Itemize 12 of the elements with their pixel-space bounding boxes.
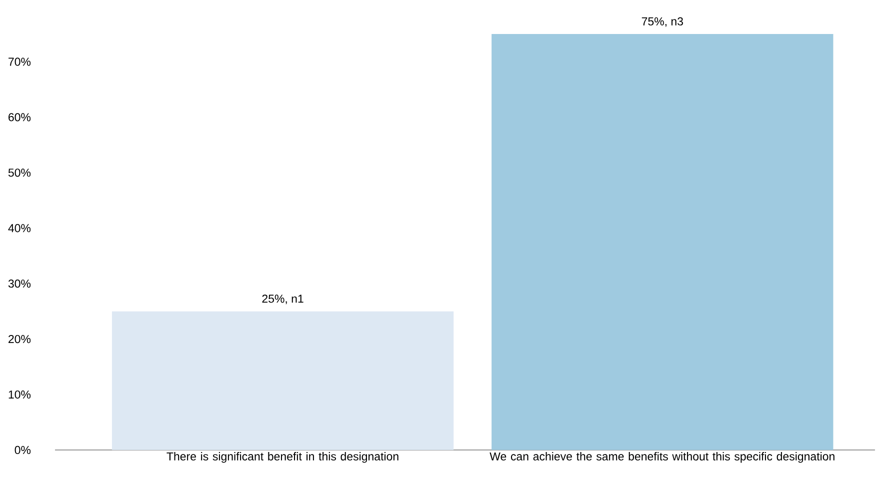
data-label: 75%, n3 [642,17,683,27]
y-tick-label: 20% [8,334,31,344]
y-tick-label: 0% [14,446,31,454]
y-tick-label: 60% [8,113,31,122]
y-tick-label: 10% [8,390,31,399]
y-tick-label: 70% [8,58,31,66]
y-tick-label: 50% [8,168,31,177]
y-tick-label: 30% [8,280,31,288]
x-tick-label: There is significant benefit in this designation [166,452,398,463]
y-tick-label: 40% [8,224,31,232]
data-label: 25%, n1 [262,294,304,304]
x-tick-label: We can achieve the same benefits without this specific designation [490,452,834,463]
